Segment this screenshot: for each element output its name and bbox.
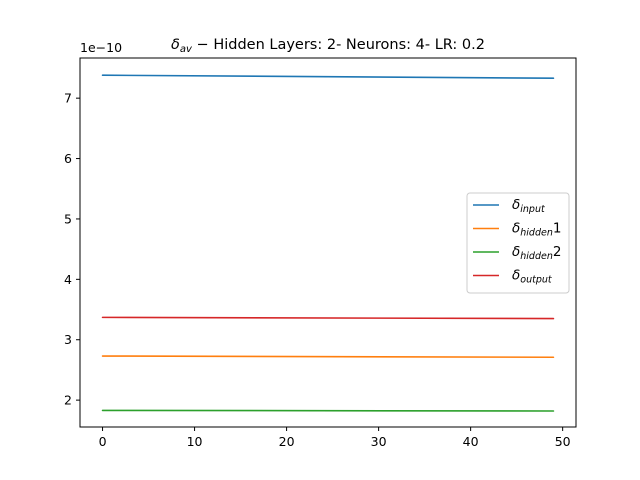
y-tick-label: 5 (64, 211, 72, 226)
y-offset-label: 1e−10 (80, 40, 122, 55)
x-tick-label: 40 (463, 434, 479, 449)
series-line-input (101, 74, 555, 80)
series-layer (101, 74, 555, 412)
x-tick-label: 0 (99, 434, 107, 449)
y-tick-label: 7 (64, 91, 72, 106)
chart-title: δav − Hidden Layers: 2- Neurons: 4- LR: … (171, 37, 485, 55)
legend-label: δoutput (512, 268, 553, 286)
legend-label: δhidden2 (512, 244, 561, 262)
y-axis: 2 3 4 5 6 7 (64, 91, 80, 408)
legend-box (466, 192, 570, 294)
series-line-output (101, 316, 555, 320)
legend-label: δinput (512, 197, 546, 215)
y-tick-label: 2 (64, 393, 72, 408)
x-axis: 0 10 20 30 40 50 (99, 427, 571, 449)
x-tick-label: 30 (371, 434, 387, 449)
x-tick-label: 10 (187, 434, 203, 449)
x-tick-label: 50 (555, 434, 571, 449)
y-tick-label: 3 (64, 332, 72, 347)
series-line-hidden2 (101, 409, 555, 412)
y-tick-label: 6 (64, 151, 72, 166)
series-line-hidden1 (101, 355, 555, 359)
y-tick-label: 4 (64, 272, 72, 287)
plot-frame (79, 57, 577, 428)
x-tick-label: 20 (279, 434, 295, 449)
legend: δinput δhidden1 δhidden2 δoutput (466, 192, 570, 294)
legend-label: δhidden1 (512, 221, 561, 239)
